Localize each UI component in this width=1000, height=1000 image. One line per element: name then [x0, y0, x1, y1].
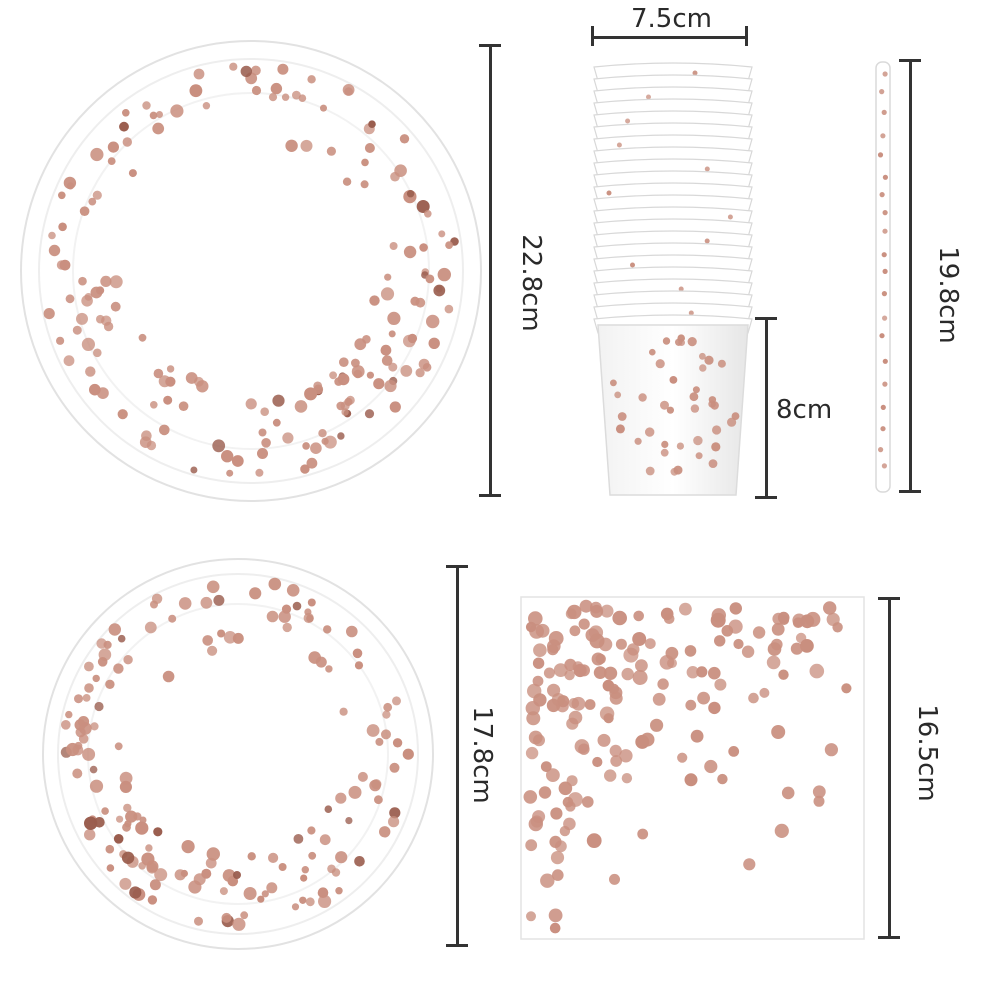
small-plate-dimension-label: 17.8cm: [467, 706, 497, 804]
cup-height-cap-top: [755, 317, 777, 320]
small-plate-image: [42, 558, 434, 950]
cup-width-label: 7.5cm: [631, 4, 712, 34]
napkin: [520, 596, 865, 940]
napkin-dimension-line: [888, 598, 891, 938]
napkin-dimension-cap-bottom: [878, 936, 900, 939]
cup-width-line: [592, 36, 747, 39]
straw: [873, 60, 893, 495]
cup-height-line: [765, 318, 768, 498]
large-plate-dimension-cap-top: [479, 44, 501, 47]
straw-image: [875, 61, 891, 493]
napkin-dimension-cap-top: [878, 597, 900, 600]
large-plate: [18, 38, 484, 504]
straw-dimension-line: [909, 60, 912, 492]
straw-dimension-cap-top: [899, 59, 921, 62]
cup-stack: [588, 55, 758, 505]
cup-width-cap-right: [745, 26, 748, 46]
large-plate-dimension-line: [489, 45, 492, 497]
cup-width-cap-left: [591, 26, 594, 46]
cup-height-cap-bottom: [755, 496, 777, 499]
small-plate-dimension-line: [456, 566, 459, 946]
straw-dimension-label: 19.8cm: [933, 246, 963, 344]
cup-height-label: 8cm: [776, 395, 833, 425]
small-plate-dimension-cap-bottom: [446, 944, 468, 947]
straw-dimension-cap-bottom: [899, 490, 921, 493]
large-plate-dimension-label: 22.8cm: [516, 234, 546, 332]
cup-stack-image: [593, 62, 753, 496]
napkin-image: [520, 596, 865, 940]
small-plate-dimension-cap-top: [446, 565, 468, 568]
napkin-dimension-label: 16.5cm: [912, 704, 942, 802]
large-plate-image: [20, 40, 482, 502]
small-plate: [40, 556, 436, 952]
large-plate-dimension-cap-bottom: [479, 494, 501, 497]
